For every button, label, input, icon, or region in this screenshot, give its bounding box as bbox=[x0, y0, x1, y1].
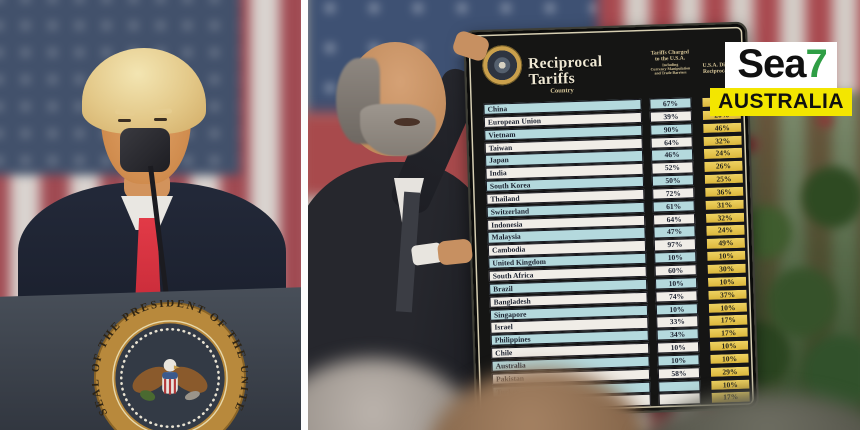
discounted-tariff-cell: 36% bbox=[704, 185, 745, 199]
tariff-charged-cell: 97% bbox=[653, 238, 697, 252]
discounted-tariff-cell: 32% bbox=[704, 211, 746, 224]
discounted-tariff-cell: 30% bbox=[706, 262, 747, 276]
speaker-hair bbox=[82, 48, 206, 134]
discounted-tariff-cell: 10% bbox=[709, 352, 750, 366]
region-label: AUSTRALIA bbox=[710, 88, 852, 116]
brand-digit: 7 bbox=[805, 42, 828, 86]
tariff-charged-cell: 64% bbox=[650, 135, 693, 149]
presenter-smile bbox=[394, 118, 420, 126]
tariff-charged-cell: 46% bbox=[650, 148, 694, 162]
discounted-tariff-cell: 17% bbox=[708, 326, 749, 340]
discounted-tariff-cell: 37% bbox=[707, 288, 748, 301]
tariff-charged-cell: 67% bbox=[649, 97, 692, 110]
tariff-charged-cell: 10% bbox=[655, 302, 699, 316]
discounted-tariff-cell: 32% bbox=[702, 134, 743, 147]
tariff-charged-cell: 58% bbox=[657, 366, 701, 380]
discounted-tariff-cell: 10% bbox=[706, 275, 748, 289]
discounted-tariff-cell: 24% bbox=[705, 224, 746, 237]
tariff-charged-cell: 47% bbox=[653, 225, 696, 239]
brand-text: Sea bbox=[737, 42, 806, 86]
charged-column-header: Tariffs Charged to the U.S.A. Including … bbox=[650, 49, 691, 76]
discounted-tariff-cell: 26% bbox=[703, 159, 744, 173]
presenter-hand-lower bbox=[436, 238, 474, 266]
board-title: Reciprocal Tariffs bbox=[527, 53, 603, 88]
tariff-charged-cell: 60% bbox=[654, 264, 697, 277]
tariff-charged-cell: 64% bbox=[652, 212, 696, 226]
left-photo-speaker-at-podium: SEAL OF THE PRESIDENT OF THE UNITED STAT… bbox=[0, 0, 301, 430]
tariff-charged-cell bbox=[658, 379, 701, 393]
discounted-tariff-cell: 49% bbox=[705, 236, 747, 250]
presenter-beard bbox=[360, 104, 436, 156]
country-column-header: Country bbox=[550, 87, 574, 95]
discounted-tariff-cell: 10% bbox=[706, 249, 747, 263]
microphone-icon bbox=[120, 128, 170, 172]
tariff-charged-cell: 52% bbox=[651, 161, 694, 175]
tariff-charged-cell: 74% bbox=[655, 289, 698, 303]
tariff-charged-cell: 10% bbox=[657, 354, 700, 367]
discounted-tariff-cell: 10% bbox=[707, 301, 749, 314]
discounted-tariff-cell: 29% bbox=[709, 365, 751, 378]
tariff-charged-cell: 10% bbox=[654, 277, 698, 290]
tariff-charged-cell: 61% bbox=[652, 200, 695, 213]
presidential-seal-icon bbox=[481, 44, 523, 86]
discounted-tariff-cell: 31% bbox=[704, 198, 745, 212]
discounted-tariff-cell: 17% bbox=[708, 313, 749, 327]
tariff-charged-cell: 39% bbox=[649, 110, 693, 123]
discounted-tariff-cell: 10% bbox=[710, 378, 751, 391]
tariff-charged-cell: 90% bbox=[650, 122, 693, 136]
discounted-tariff-cell: 25% bbox=[703, 172, 745, 186]
discounted-tariff-cell: 10% bbox=[708, 339, 750, 353]
tariff-charged-cell: 10% bbox=[656, 341, 700, 354]
tariff-charged-cell: 72% bbox=[652, 187, 695, 200]
board-header: Reciprocal Tariffs Tariffs Charged to th… bbox=[465, 24, 747, 105]
tariff-charged-cell: 33% bbox=[656, 315, 699, 329]
tariff-charged-cell: 50% bbox=[651, 174, 695, 187]
brand-logo: Sea7 bbox=[725, 42, 837, 88]
right-photo-tariff-chart: Reciprocal Tariffs Tariffs Charged to th… bbox=[308, 0, 860, 430]
discounted-tariff-cell: 46% bbox=[702, 121, 743, 134]
speaker-eye bbox=[118, 119, 131, 123]
speaker-eye bbox=[154, 118, 167, 122]
channel-watermark: Sea7 AUSTRALIA bbox=[710, 42, 852, 116]
photo-divider bbox=[301, 0, 308, 430]
discounted-tariff-cell: 24% bbox=[702, 147, 744, 160]
tariff-charged-cell: 10% bbox=[654, 251, 697, 264]
tariff-charged-cell: 34% bbox=[656, 328, 699, 342]
presidential-seal-icon: SEAL OF THE PRESIDENT OF THE UNITED STAT… bbox=[92, 300, 248, 430]
